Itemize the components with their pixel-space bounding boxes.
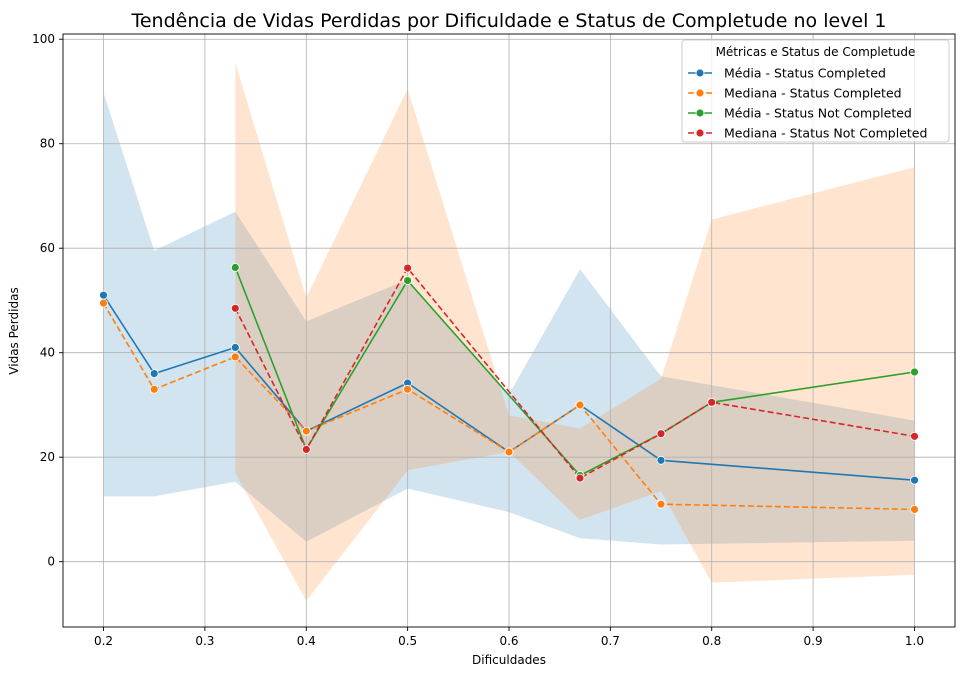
y-tick-label: 20 <box>40 450 55 464</box>
series-3-point <box>910 367 919 377</box>
series-1-point <box>99 290 108 300</box>
series-2-point <box>149 384 159 394</box>
series-2-point <box>230 352 240 362</box>
x-tick-label: 0.2 <box>94 634 113 648</box>
y-tick-label: 60 <box>40 241 55 255</box>
series-2-point <box>301 426 311 436</box>
x-tick-label: 0.5 <box>398 634 417 648</box>
series-1-point <box>910 475 919 485</box>
series-2-point <box>656 499 666 509</box>
x-axis-title: Dificuldades <box>472 653 546 667</box>
legend: Métricas e Status de Completude Média - S… <box>681 39 950 143</box>
series-markers <box>99 263 919 514</box>
axes: 0.2 0.3 0.4 0.5 0.6 0.7 0.8 0.9 1.0 0 20 40 60 80 100 <box>32 32 956 648</box>
series-4-point <box>403 263 413 273</box>
legend-title: Métricas e Status de Completude <box>716 45 916 59</box>
series-1-point <box>149 369 159 379</box>
x-tick-label: 0.8 <box>702 634 721 648</box>
y-tick-label: 80 <box>40 137 55 151</box>
x-tick-label: 0.6 <box>499 634 518 648</box>
y-tick-label: 100 <box>32 32 55 46</box>
series-2-point <box>99 298 108 308</box>
y-tick-label: 0 <box>47 555 55 569</box>
series-2-point <box>575 400 585 410</box>
legend-label: Média - Status Not Completed <box>724 106 912 121</box>
series-4-point <box>707 397 717 407</box>
legend-label: Mediana - Status Not Completed <box>724 126 927 141</box>
series-2-point <box>504 447 514 457</box>
x-tick-label: 0.7 <box>601 634 620 648</box>
y-axis-title: Vidas Perdidas <box>7 287 21 374</box>
series-4-point <box>656 429 666 439</box>
series-4-point <box>910 431 919 441</box>
series-2-point <box>910 504 919 514</box>
x-tick-label: 0.9 <box>804 634 823 648</box>
legend-box <box>681 39 950 143</box>
series-4-point <box>230 303 240 313</box>
grid-lines <box>63 34 955 627</box>
legend-label: Mediana - Status Completed <box>724 86 902 101</box>
x-tick-label: 0.3 <box>195 634 214 648</box>
legend-swatch-marker <box>695 128 705 138</box>
series-3-point <box>230 263 240 272</box>
series-4-point <box>301 444 311 454</box>
legend-swatch-marker <box>695 68 705 78</box>
legend-swatch-marker <box>695 108 705 118</box>
x-tick-label: 0.4 <box>297 634 316 648</box>
x-tick-label: 1.0 <box>905 634 924 648</box>
legend-label: Média - Status Completed <box>724 66 886 81</box>
legend-swatch-marker <box>695 88 705 98</box>
series-2-point <box>403 384 413 394</box>
y-tick-label: 40 <box>40 346 55 360</box>
series-3-point <box>403 276 413 286</box>
chart-title: Tendência de Vidas Perdidas por Dificuld… <box>130 10 886 32</box>
series-4-point <box>575 473 585 483</box>
series-1-point <box>656 455 666 465</box>
series-1-point <box>230 343 240 352</box>
